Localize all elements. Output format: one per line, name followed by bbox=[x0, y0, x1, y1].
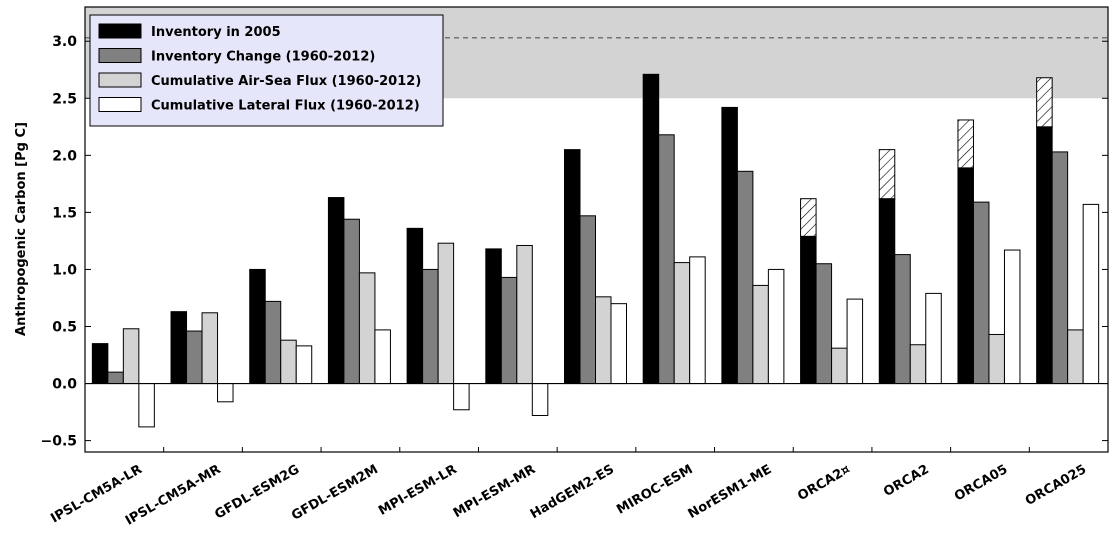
x-tick-label-gfdl-esm2m: GFDL-ESM2M bbox=[289, 462, 381, 524]
bar-hadgem2-es-cumulative-air-sea-flux-1960-2012 bbox=[595, 296, 612, 385]
legend-label-inventory-change-1960-2012: Inventory Change (1960-2012) bbox=[151, 50, 375, 65]
bars-layer bbox=[91, 73, 1100, 428]
lines-layer bbox=[85, 37, 1108, 385]
bar-mpi-esm-lr-cumulative-lateral-flux-1960-2012 bbox=[453, 383, 470, 411]
bar-mpi-esm-lr-inventory-in-2005 bbox=[406, 227, 424, 385]
bar-miroc-esm-inventory-in-2005 bbox=[642, 73, 660, 385]
legend-label-inventory-in-2005: Inventory in 2005 bbox=[151, 25, 281, 40]
y-axis-label: Anthropogenic Carbon [Pg C] bbox=[14, 122, 29, 336]
legend-label-cumulative-air-sea-flux-1960-2012: Cumulative Air-Sea Flux (1960-2012) bbox=[151, 74, 421, 89]
hatched-bar-orca025 bbox=[1036, 77, 1053, 128]
bar-ipsl-cm5a-mr-cumulative-air-sea-flux-1960-2012 bbox=[201, 312, 219, 385]
hatched-bar-orca2 bbox=[878, 149, 896, 200]
bar-orca2-inventory-in-2005 bbox=[878, 198, 896, 385]
x-tick-label-orca025: ORCA025 bbox=[1023, 462, 1089, 509]
hatched-bar-orca2 bbox=[800, 198, 817, 237]
y-tick-label: 0.0 bbox=[52, 377, 77, 393]
x-tick-label-orca2: ORCA2 bbox=[881, 462, 932, 500]
legend-swatch-cumulative-lateral-flux-1960-2012 bbox=[98, 97, 142, 112]
bar-gfdl-esm2g-inventory-change-1960-2012 bbox=[264, 300, 282, 385]
bar-noresm1-me-cumulative-air-sea-flux-1960-2012 bbox=[752, 284, 769, 385]
x-tick-label-mpi-esm-lr: MPI-ESM-LR bbox=[376, 462, 459, 519]
bar-orca2-cumulative-air-sea-flux-1960-2012 bbox=[909, 344, 927, 385]
bar-gfdl-esm2g-cumulative-lateral-flux-1960-2012 bbox=[295, 345, 313, 385]
bar-mpi-esm-mr-cumulative-lateral-flux-1960-2012 bbox=[531, 383, 549, 416]
bar-noresm1-me-inventory-change-1960-2012 bbox=[736, 170, 754, 385]
bar-gfdl-esm2m-inventory-change-1960-2012 bbox=[343, 218, 360, 385]
x-tick-label-miroc-esm: MIROC-ESM bbox=[614, 462, 695, 518]
bar-mpi-esm-mr-inventory-change-1960-2012 bbox=[500, 276, 518, 385]
bar-noresm1-me-cumulative-lateral-flux-1960-2012 bbox=[767, 268, 785, 385]
bar-gfdl-esm2g-cumulative-air-sea-flux-1960-2012 bbox=[280, 339, 297, 385]
y-tick-label: 1.5 bbox=[52, 205, 77, 221]
x-tick-label-mpi-esm-mr: MPI-ESM-MR bbox=[451, 462, 538, 521]
bar-mpi-esm-mr-inventory-in-2005 bbox=[485, 248, 502, 385]
hatched-bar-orca05 bbox=[957, 119, 974, 169]
bar-orca2-inventory-change-1960-2012 bbox=[815, 263, 833, 385]
bar-noresm1-me-inventory-in-2005 bbox=[721, 106, 738, 385]
bar-mpi-esm-lr-inventory-change-1960-2012 bbox=[422, 268, 439, 385]
bar-orca025-cumulative-air-sea-flux-1960-2012 bbox=[1067, 329, 1084, 385]
legend-label-cumulative-lateral-flux-1960-2012: Cumulative Lateral Flux (1960-2012) bbox=[151, 99, 420, 114]
bar-ipsl-cm5a-lr-inventory-change-1960-2012 bbox=[107, 371, 124, 385]
x-tick-label-noresm1-me: NorESM1-ME bbox=[686, 462, 775, 522]
bar-hadgem2-es-inventory-change-1960-2012 bbox=[579, 215, 596, 385]
legend-swatch-inventory-change-1960-2012 bbox=[98, 48, 142, 63]
bar-mpi-esm-lr-cumulative-air-sea-flux-1960-2012 bbox=[437, 242, 455, 385]
bar-mpi-esm-mr-cumulative-air-sea-flux-1960-2012 bbox=[516, 244, 533, 385]
bar-ipsl-cm5a-mr-inventory-change-1960-2012 bbox=[186, 330, 203, 385]
bar-orca2-cumulative-lateral-flux-1960-2012 bbox=[846, 298, 864, 385]
bar-orca2-inventory-in-2005 bbox=[800, 235, 817, 385]
bar-ipsl-cm5a-mr-inventory-in-2005 bbox=[170, 311, 188, 385]
x-tick-label-gfdl-esm2g: GFDL-ESM2G bbox=[212, 462, 302, 522]
bar-hadgem2-es-inventory-in-2005 bbox=[564, 149, 581, 385]
legend-swatch-cumulative-air-sea-flux-1960-2012 bbox=[98, 72, 142, 88]
bar-orca025-inventory-change-1960-2012 bbox=[1051, 151, 1069, 385]
legend-box bbox=[89, 14, 444, 127]
bar-ipsl-cm5a-lr-cumulative-air-sea-flux-1960-2012 bbox=[122, 328, 140, 385]
bar-miroc-esm-inventory-change-1960-2012 bbox=[658, 134, 675, 385]
bar-hadgem2-es-cumulative-lateral-flux-1960-2012 bbox=[610, 303, 627, 385]
bar-miroc-esm-cumulative-lateral-flux-1960-2012 bbox=[689, 256, 706, 385]
bar-orca05-cumulative-lateral-flux-1960-2012 bbox=[1003, 249, 1021, 385]
bar-gfdl-esm2g-inventory-in-2005 bbox=[249, 268, 266, 385]
bar-ipsl-cm5a-lr-cumulative-lateral-flux-1960-2012 bbox=[138, 383, 155, 428]
bar-ipsl-cm5a-lr-inventory-in-2005 bbox=[91, 343, 109, 385]
legend: Inventory in 2005 Inventory Change (1960-… bbox=[89, 14, 444, 127]
y-tick-label: −0.5 bbox=[40, 434, 77, 450]
bar-orca05-inventory-in-2005 bbox=[957, 167, 974, 385]
y-tick-label: 1.0 bbox=[52, 262, 77, 278]
bar-gfdl-esm2m-cumulative-lateral-flux-1960-2012 bbox=[374, 329, 391, 385]
bar-orca025-inventory-in-2005 bbox=[1036, 126, 1053, 385]
bar-miroc-esm-cumulative-air-sea-flux-1960-2012 bbox=[673, 262, 691, 385]
plot-frame bbox=[84, 6, 1109, 453]
bar-orca05-inventory-change-1960-2012 bbox=[972, 201, 990, 385]
legend-swatch-inventory-in-2005 bbox=[98, 23, 142, 39]
x-tick-label-hadgem2-es: HadGEM2-ES bbox=[528, 462, 617, 522]
bar-orca05-cumulative-air-sea-flux-1960-2012 bbox=[988, 333, 1005, 385]
bar-orca025-cumulative-lateral-flux-1960-2012 bbox=[1082, 203, 1100, 385]
y-tick-label: 2.5 bbox=[52, 91, 77, 107]
bar-gfdl-esm2m-cumulative-air-sea-flux-1960-2012 bbox=[358, 272, 376, 385]
bar-orca2-cumulative-lateral-flux-1960-2012 bbox=[925, 292, 942, 385]
y-tick-label: 2.0 bbox=[52, 148, 77, 164]
bar-orca2-inventory-change-1960-2012 bbox=[894, 254, 911, 385]
x-tick-label-orca2: ORCA2¤ bbox=[795, 462, 853, 504]
y-tick-label: 3.0 bbox=[52, 34, 77, 50]
bar-ipsl-cm5a-mr-cumulative-lateral-flux-1960-2012 bbox=[217, 383, 234, 403]
bar-gfdl-esm2m-inventory-in-2005 bbox=[327, 197, 345, 385]
bar-orca2-cumulative-air-sea-flux-1960-2012 bbox=[831, 347, 848, 385]
y-tick-label: 0.5 bbox=[52, 319, 77, 335]
x-tick-label-orca05: ORCA05 bbox=[952, 462, 1010, 504]
